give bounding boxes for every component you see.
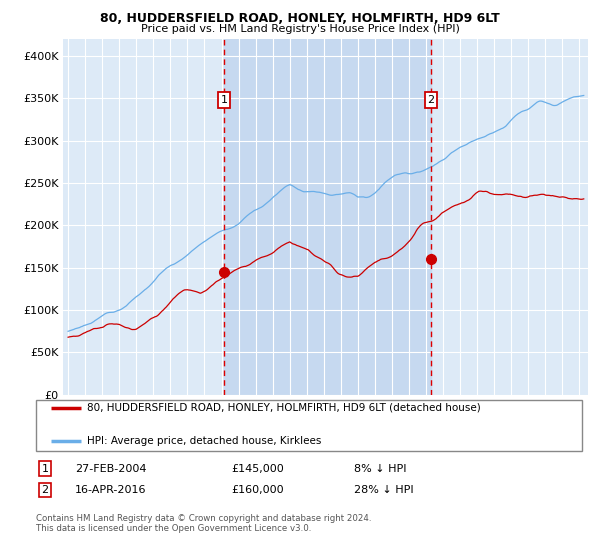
Text: Contains HM Land Registry data © Crown copyright and database right 2024.
This d: Contains HM Land Registry data © Crown c… [36, 514, 371, 534]
Text: 80, HUDDERSFIELD ROAD, HONLEY, HOLMFIRTH, HD9 6LT (detached house): 80, HUDDERSFIELD ROAD, HONLEY, HOLMFIRTH… [87, 403, 481, 413]
Text: 8% ↓ HPI: 8% ↓ HPI [354, 464, 407, 474]
Bar [224, 39, 431, 395]
Text: 1: 1 [41, 464, 49, 474]
Text: 2: 2 [41, 485, 49, 495]
Text: 28% ↓ HPI: 28% ↓ HPI [354, 485, 413, 495]
Text: £160,000: £160,000 [231, 485, 284, 495]
Text: Price paid vs. HM Land Registry's House Price Index (HPI): Price paid vs. HM Land Registry's House … [140, 24, 460, 34]
Text: 27-FEB-2004: 27-FEB-2004 [75, 464, 146, 474]
Text: 1: 1 [221, 95, 227, 105]
Text: £145,000: £145,000 [231, 464, 284, 474]
Text: 80, HUDDERSFIELD ROAD, HONLEY, HOLMFIRTH, HD9 6LT: 80, HUDDERSFIELD ROAD, HONLEY, HOLMFIRTH… [100, 12, 500, 25]
Text: HPI: Average price, detached house, Kirklees: HPI: Average price, detached house, Kirk… [87, 436, 322, 446]
Text: 16-APR-2016: 16-APR-2016 [75, 485, 146, 495]
Text: 2: 2 [427, 95, 434, 105]
